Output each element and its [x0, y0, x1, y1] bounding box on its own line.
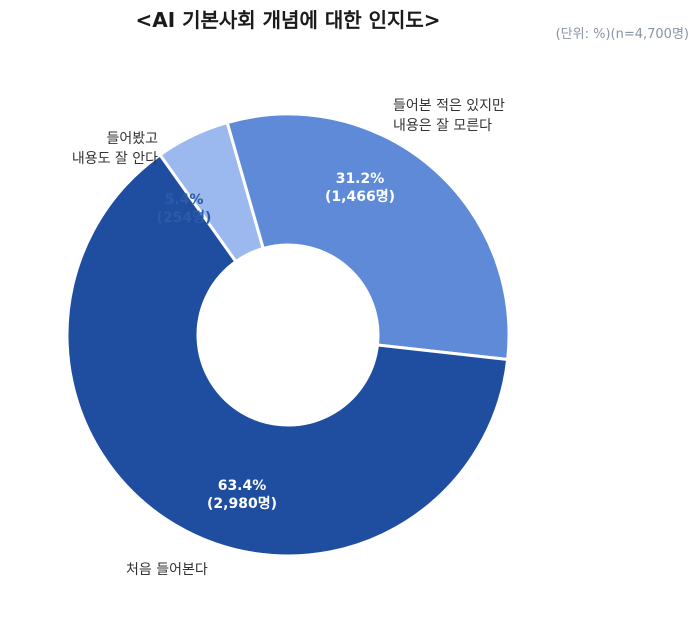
slice-value-label-0: 5.4% — [165, 192, 204, 208]
slice-category-label-1-line-1: 내용은 잘 모른다 — [393, 118, 492, 134]
chart-title: <AI 기본사회 개념에 대한 인지도> — [135, 8, 440, 32]
slice-category-label-0-line-0: 들어봤고 — [106, 131, 158, 147]
slice-count-label-1: (1,466명) — [325, 188, 395, 205]
donut-slice-2 — [65, 152, 510, 558]
slice-value-label-1: 31.2% — [336, 171, 385, 187]
slice-category-label-2-line-0: 처음 들어본다 — [126, 562, 208, 578]
slice-value-label-2: 63.4% — [218, 478, 267, 494]
slice-category-label-0-line-1: 내용도 잘 안다 — [72, 151, 158, 167]
slices-group — [65, 112, 511, 558]
slice-category-label-1-line-0: 들어본 적은 있지만 — [393, 98, 505, 114]
unit-note: (단위: %)(n=4,700명) — [556, 27, 689, 42]
slice-count-label-2: (2,980명) — [207, 495, 277, 512]
slice-count-label-0: (254명) — [157, 209, 212, 226]
donut-slice-1 — [225, 112, 511, 362]
